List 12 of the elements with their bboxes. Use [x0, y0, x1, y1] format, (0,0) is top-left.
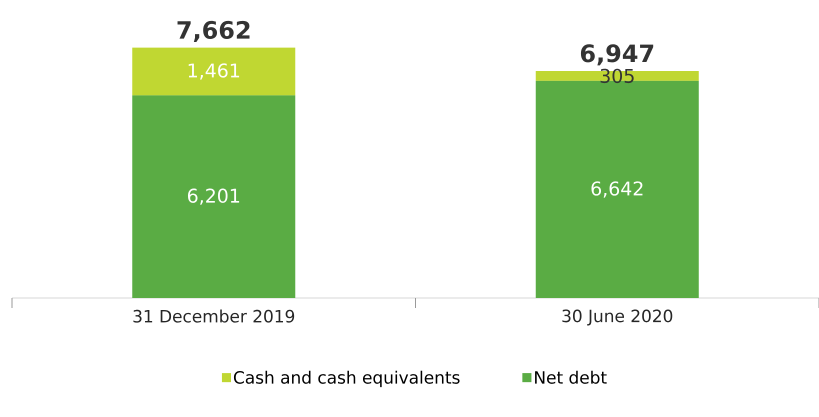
x-tick-label: 31 December 2019 — [133, 310, 294, 323]
total-label: 7,662 — [178, 20, 250, 42]
data-label: 6,201 — [188, 188, 240, 205]
bar — [132, 95, 296, 298]
bar — [132, 48, 296, 96]
legend-label: Net debt — [535, 370, 607, 384]
data-label: 305 — [600, 68, 634, 84]
legend-label: Cash and cash equivalents — [234, 370, 460, 388]
total-label: 6,947 — [580, 44, 654, 66]
data-label: 6,642 — [591, 181, 642, 198]
x-tick-label: 30 June 2020 — [562, 310, 672, 326]
data-label: 1,461 — [188, 63, 240, 80]
